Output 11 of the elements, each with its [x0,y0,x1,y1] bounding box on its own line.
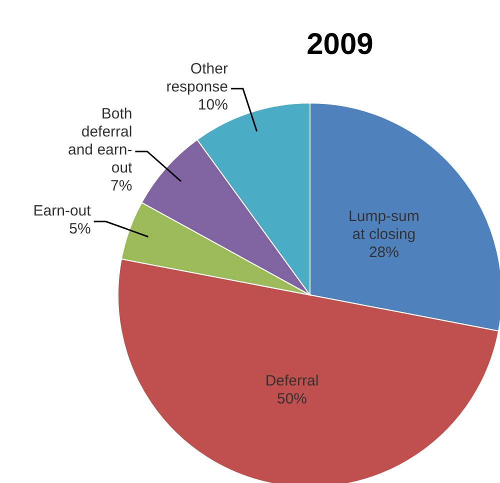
data-label: 28% [368,244,399,261]
slice-label: Earn-out [33,202,92,220]
data-label: 7% [110,177,132,194]
data-label: 50% [276,390,308,408]
chart-title: 2009 [306,28,374,61]
data-label: 5% [69,220,91,238]
slice-label: Both deferral and earn-out [68,105,134,176]
slice-label: Deferral [265,372,319,390]
slice-label: Lump-sum at closing [348,208,420,243]
slice-label: Other response [166,60,228,96]
data-label: 10% [198,96,228,114]
